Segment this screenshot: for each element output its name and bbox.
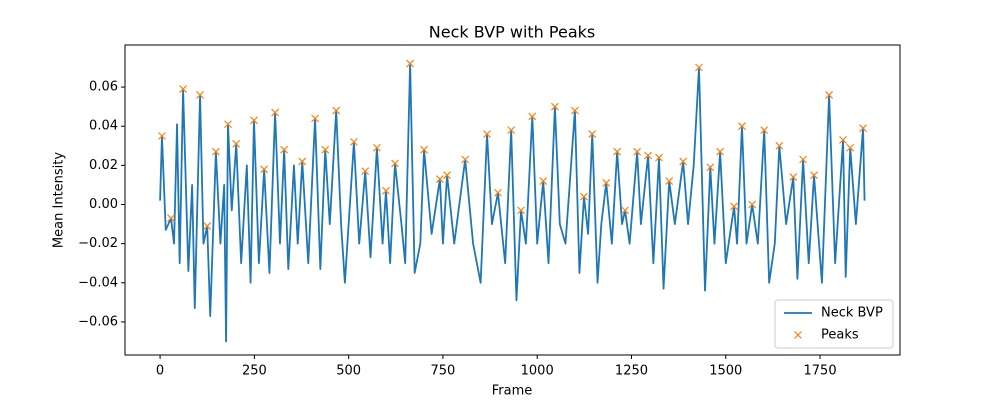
peak-marker: [825, 90, 834, 99]
peak-marker: [332, 106, 341, 115]
x-axis-label: Frame: [492, 384, 533, 399]
legend-label: Neck BVP: [821, 306, 883, 321]
y-tick-label: −0.06: [78, 314, 118, 329]
peak-marker: [361, 167, 370, 176]
peak-marker: [321, 145, 330, 154]
peak-marker: [461, 155, 470, 164]
peak-marker: [760, 126, 769, 135]
peak-marker: [665, 177, 674, 185]
peak-marker: [280, 145, 289, 154]
x-tick-label: 1000: [521, 364, 554, 379]
x-tick-label: 1250: [615, 364, 648, 379]
legend: Neck BVP Peaks: [774, 299, 894, 349]
peak-marker: [839, 135, 847, 144]
peak-marker: [211, 147, 220, 156]
data-line: [159, 62, 866, 343]
peak-marker: [551, 102, 559, 111]
peak-marker: [349, 137, 358, 146]
peak-marker: [483, 130, 491, 138]
peak-marker: [695, 63, 703, 72]
peak-marker: [748, 200, 757, 209]
peak-marker: [679, 157, 688, 166]
peak-marker: [633, 147, 642, 156]
peak-marker: [859, 124, 867, 133]
peak-marker: [570, 106, 579, 115]
peak-marker: [528, 112, 537, 121]
peak-marker: [372, 143, 381, 152]
peak-marker: [507, 126, 516, 135]
peak-marker: [435, 175, 444, 183]
peak-marker: [810, 171, 818, 180]
peak-marker: [311, 114, 319, 123]
peak-marker: [494, 188, 502, 197]
peak-marker: [799, 155, 808, 164]
peak-marker: [517, 206, 525, 215]
peak-marker: [271, 108, 280, 117]
peak-marker: [391, 159, 399, 168]
axes-frame: [124, 44, 901, 356]
peak-marker: [846, 143, 855, 152]
peak-marker: [260, 165, 269, 174]
x-tick-label: 750: [431, 364, 456, 379]
y-tick-label: −0.02: [78, 236, 118, 251]
legend-label: Peaks: [821, 328, 859, 343]
x-tick-label: 500: [336, 364, 361, 379]
y-tick-label: 0.02: [89, 158, 118, 173]
peak-marker: [167, 214, 175, 223]
x-tick-label: 250: [242, 364, 267, 379]
peak-marker: [539, 177, 548, 185]
y-tick-label: 0.06: [89, 80, 118, 95]
peak-marker: [224, 120, 232, 129]
peak-marker: [382, 186, 390, 195]
chart-title: Neck BVP with Peaks: [429, 23, 595, 42]
peak-marker: [775, 141, 784, 150]
x-tick-label: 0: [156, 364, 164, 379]
peak-marker: [196, 90, 204, 99]
peak-marker: [706, 163, 715, 172]
x-tick-label: 1500: [709, 364, 742, 379]
legend-swatch: [794, 331, 802, 339]
peak-marker: [420, 145, 428, 154]
peak-marker: [588, 130, 597, 138]
peak-marker: [298, 157, 307, 166]
x-tick-label: 1750: [804, 364, 837, 379]
peak-marker: [738, 122, 746, 131]
peak-marker: [158, 132, 166, 140]
peak-marker: [644, 151, 653, 160]
peak-marker: [203, 222, 212, 230]
peak-marker: [580, 192, 588, 201]
y-tick-label: −0.04: [78, 275, 118, 290]
peak-marker: [232, 139, 241, 148]
peak-marker: [655, 153, 663, 162]
peak-marker: [730, 202, 738, 211]
peak-marker: [179, 85, 188, 93]
peak-marker: [250, 116, 258, 125]
peak-marker: [406, 59, 415, 68]
peak-marker: [602, 179, 611, 187]
peak-marker: [716, 147, 725, 156]
y-axis-label: Mean Intensity: [52, 152, 67, 248]
peak-marker: [613, 147, 622, 156]
y-tick-label: 0.04: [89, 119, 118, 134]
peak-marker: [789, 173, 798, 182]
y-tick-label: 0.00: [89, 197, 118, 212]
peak-marker: [443, 171, 451, 180]
legend-box: [774, 299, 894, 349]
peak-marker: [621, 206, 629, 215]
